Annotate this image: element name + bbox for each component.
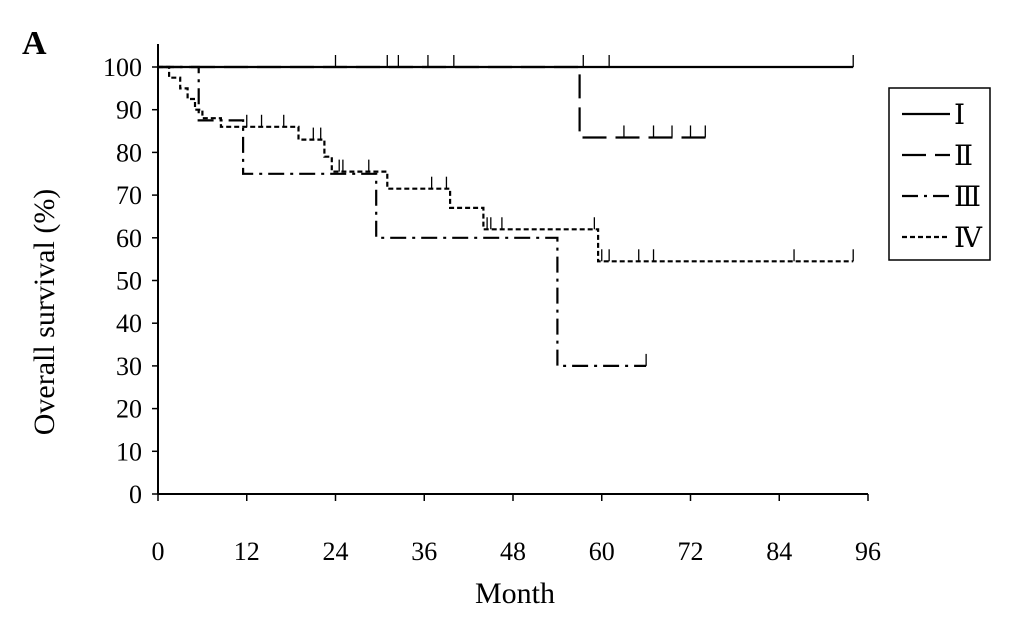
x-tick-label: 96 — [855, 537, 881, 566]
y-tick-label: 30 — [116, 352, 142, 381]
x-tick-label: 84 — [766, 537, 792, 566]
axes — [157, 44, 868, 495]
x-ticks: 0 12 24 36 48 60 72 84 96 — [152, 494, 881, 566]
series-layer — [158, 55, 854, 367]
x-tick-label: 12 — [234, 537, 260, 566]
x-tick-label: 36 — [411, 537, 437, 566]
y-tick-label: 10 — [116, 437, 142, 466]
y-tick-label: 100 — [103, 53, 142, 82]
legend-label: Ⅱ — [954, 141, 973, 172]
legend-box — [888, 87, 991, 261]
legend: Ⅰ Ⅱ Ⅲ Ⅳ — [888, 87, 991, 261]
panel-label: A — [22, 25, 47, 62]
y-axis-title: Overall survival (%) — [28, 189, 61, 436]
legend-label: Ⅰ — [954, 100, 965, 131]
y-tick-label: 20 — [116, 395, 142, 424]
series-line — [158, 65, 647, 367]
series-group — [158, 65, 854, 263]
x-tick-label: 0 — [152, 537, 165, 566]
x-axis-title: Month — [475, 577, 555, 610]
x-tick-label: 48 — [500, 537, 526, 566]
y-tick-label: 70 — [116, 181, 142, 210]
y-tick-label: 80 — [116, 138, 142, 167]
series-group — [158, 55, 854, 69]
x-tick-label: 24 — [323, 537, 349, 566]
y-tick-label: 50 — [116, 267, 142, 296]
y-ticks: 0 10 20 30 40 50 60 70 80 90 100 — [103, 53, 158, 509]
x-tick-label: 72 — [678, 537, 704, 566]
x-tick-label: 60 — [589, 537, 615, 566]
series-group — [158, 65, 647, 367]
legend-label: Ⅲ — [954, 182, 981, 213]
series-group — [158, 65, 709, 139]
series-line — [158, 65, 709, 139]
series-line — [158, 65, 854, 263]
y-tick-label: 90 — [116, 96, 142, 125]
y-tick-label: 40 — [116, 309, 142, 338]
y-tick-label: 60 — [116, 224, 142, 253]
y-tick-label: 0 — [129, 480, 142, 509]
legend-label: Ⅳ — [954, 223, 983, 254]
